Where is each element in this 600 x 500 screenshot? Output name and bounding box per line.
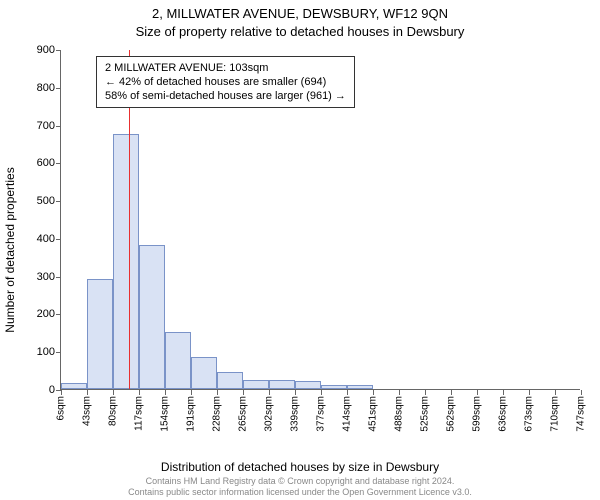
x-tick-label: 6sqm	[56, 396, 67, 420]
histogram-bar	[243, 380, 269, 389]
y-axis-label: Number of detached properties	[3, 167, 17, 332]
x-tick-mark	[555, 390, 556, 395]
chart-title-main: 2, MILLWATER AVENUE, DEWSBURY, WF12 9QN	[0, 6, 600, 21]
y-tick-mark	[56, 277, 61, 278]
x-tick-label: 414sqm	[342, 396, 353, 432]
footer-attribution: Contains HM Land Registry data © Crown c…	[0, 476, 600, 498]
histogram-bar	[87, 279, 113, 389]
x-tick-mark	[477, 390, 478, 395]
x-axis-label: Distribution of detached houses by size …	[0, 460, 600, 474]
annotation-line: 58% of semi-detached houses are larger (…	[105, 89, 346, 103]
y-tick-label: 0	[25, 384, 55, 396]
x-tick-mark	[321, 390, 322, 395]
x-tick-mark	[295, 390, 296, 395]
annotation-line: 2 MILLWATER AVENUE: 103sqm	[105, 61, 346, 75]
histogram-bar	[217, 372, 243, 389]
x-tick-mark	[191, 390, 192, 395]
histogram-bar	[139, 245, 165, 389]
x-tick-label: 265sqm	[238, 396, 249, 432]
y-tick-mark	[56, 201, 61, 202]
chart-title-sub: Size of property relative to detached ho…	[0, 24, 600, 39]
x-tick-mark	[217, 390, 218, 395]
y-tick-label: 800	[25, 82, 55, 94]
x-tick-label: 710sqm	[550, 396, 561, 432]
histogram-bar	[165, 332, 191, 389]
y-tick-label: 200	[25, 308, 55, 320]
x-tick-label: 636sqm	[498, 396, 509, 432]
x-tick-mark	[425, 390, 426, 395]
x-tick-label: 451sqm	[368, 396, 379, 432]
y-tick-label: 500	[25, 195, 55, 207]
y-tick-label: 300	[25, 271, 55, 283]
y-tick-mark	[56, 163, 61, 164]
y-tick-mark	[56, 239, 61, 240]
histogram-bar	[269, 380, 295, 389]
x-tick-label: 191sqm	[186, 396, 197, 432]
x-tick-label: 80sqm	[108, 396, 119, 426]
histogram-bar	[113, 134, 139, 389]
x-tick-label: 117sqm	[134, 396, 145, 431]
x-tick-mark	[581, 390, 582, 395]
x-tick-mark	[529, 390, 530, 395]
y-tick-mark	[56, 314, 61, 315]
x-tick-mark	[87, 390, 88, 395]
y-tick-label: 600	[25, 157, 55, 169]
x-tick-label: 154sqm	[160, 396, 171, 432]
y-tick-label: 100	[25, 346, 55, 358]
x-tick-label: 228sqm	[212, 396, 223, 432]
y-tick-mark	[56, 126, 61, 127]
x-tick-mark	[243, 390, 244, 395]
histogram-bar	[347, 385, 373, 389]
x-tick-label: 377sqm	[316, 396, 327, 432]
histogram-bar	[321, 385, 347, 389]
y-tick-mark	[56, 88, 61, 89]
x-tick-label: 339sqm	[290, 396, 301, 432]
plot-area: 01002003004005006007008009006sqm43sqm80s…	[60, 50, 580, 390]
histogram-bar	[61, 383, 87, 389]
footer-line-1: Contains HM Land Registry data © Crown c…	[146, 476, 455, 486]
x-tick-mark	[269, 390, 270, 395]
annotation-line: ← 42% of detached houses are smaller (69…	[105, 75, 346, 89]
y-tick-label: 700	[25, 120, 55, 132]
y-tick-mark	[56, 352, 61, 353]
x-tick-mark	[503, 390, 504, 395]
y-tick-label: 400	[25, 233, 55, 245]
x-tick-label: 747sqm	[576, 396, 587, 432]
x-tick-mark	[113, 390, 114, 395]
x-tick-label: 43sqm	[82, 396, 93, 426]
x-tick-label: 302sqm	[264, 396, 275, 432]
x-tick-label: 673sqm	[524, 396, 535, 432]
histogram-bar	[191, 357, 217, 389]
y-tick-label: 900	[25, 44, 55, 56]
x-tick-mark	[451, 390, 452, 395]
x-tick-label: 599sqm	[472, 396, 483, 432]
histogram-bar	[295, 381, 321, 389]
x-tick-mark	[347, 390, 348, 395]
annotation-box: 2 MILLWATER AVENUE: 103sqm← 42% of detac…	[96, 56, 355, 108]
x-tick-mark	[165, 390, 166, 395]
x-tick-mark	[139, 390, 140, 395]
footer-line-2: Contains public sector information licen…	[128, 487, 472, 497]
x-tick-mark	[399, 390, 400, 395]
x-tick-mark	[373, 390, 374, 395]
y-tick-mark	[56, 50, 61, 51]
x-tick-label: 525sqm	[420, 396, 431, 432]
x-tick-mark	[61, 390, 62, 395]
chart-container: 2, MILLWATER AVENUE, DEWSBURY, WF12 9QN …	[0, 0, 600, 500]
x-tick-label: 562sqm	[446, 396, 457, 432]
x-tick-label: 488sqm	[394, 396, 405, 432]
